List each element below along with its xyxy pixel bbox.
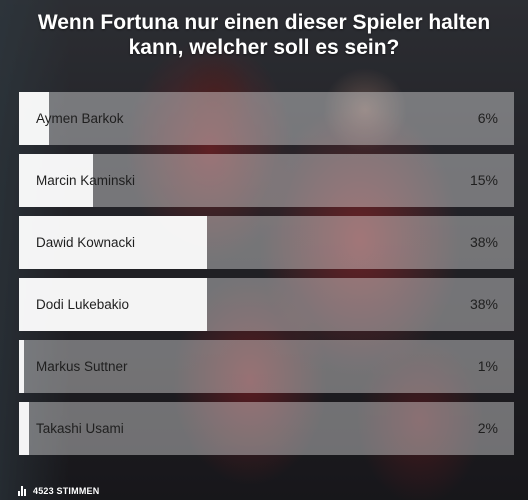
poll-option-dawid-kownacki[interactable]: Dawid Kownacki 38%: [19, 216, 514, 269]
poll-option-percent: 38%: [469, 296, 498, 312]
poll-option-name: Markus Suttner: [36, 359, 128, 374]
poll-option-aymen-barkok[interactable]: Aymen Barkok 6%: [19, 92, 514, 145]
bar-chart-icon: [18, 486, 27, 496]
poll-option-takashi-usami[interactable]: Takashi Usami 2%: [19, 402, 514, 455]
poll-option-percent: 15%: [469, 172, 498, 188]
poll-option-name: Takashi Usami: [36, 421, 124, 436]
poll-option-fill: [19, 278, 208, 331]
vote-count-label: 4523 STIMMEN: [33, 486, 100, 496]
poll-option-fill: [19, 154, 94, 207]
poll-option-percent: 2%: [477, 420, 498, 436]
poll-option-fill: [19, 92, 49, 145]
vote-count: 4523 STIMMEN: [18, 484, 99, 498]
poll-options: Aymen Barkok 6% Marcin Kaminski 15% Dawi…: [19, 92, 514, 464]
poll-option-dodi-lukebakio[interactable]: Dodi Lukebakio 38%: [19, 278, 514, 331]
poll-option-percent: 38%: [469, 234, 498, 250]
poll-option-name: Marcin Kaminski: [36, 173, 136, 188]
poll-question: Wenn Fortuna nur einen dieser Spieler ha…: [37, 11, 491, 59]
poll-option-markus-suttner[interactable]: Markus Suttner 1%: [19, 340, 514, 393]
poll-option-marcin-kaminski[interactable]: Marcin Kaminski 15%: [19, 154, 514, 207]
poll-option-name: Aymen Barkok: [36, 111, 124, 126]
poll-option-percent: 6%: [477, 110, 498, 126]
poll-option-fill: [19, 216, 208, 269]
poll-option-fill: [19, 340, 24, 393]
poll-option-percent: 1%: [477, 358, 498, 374]
poll-option-fill: [19, 402, 29, 455]
poll-option-name: Dawid Kownacki: [36, 235, 136, 250]
poll-option-name: Dodi Lukebakio: [36, 297, 130, 312]
